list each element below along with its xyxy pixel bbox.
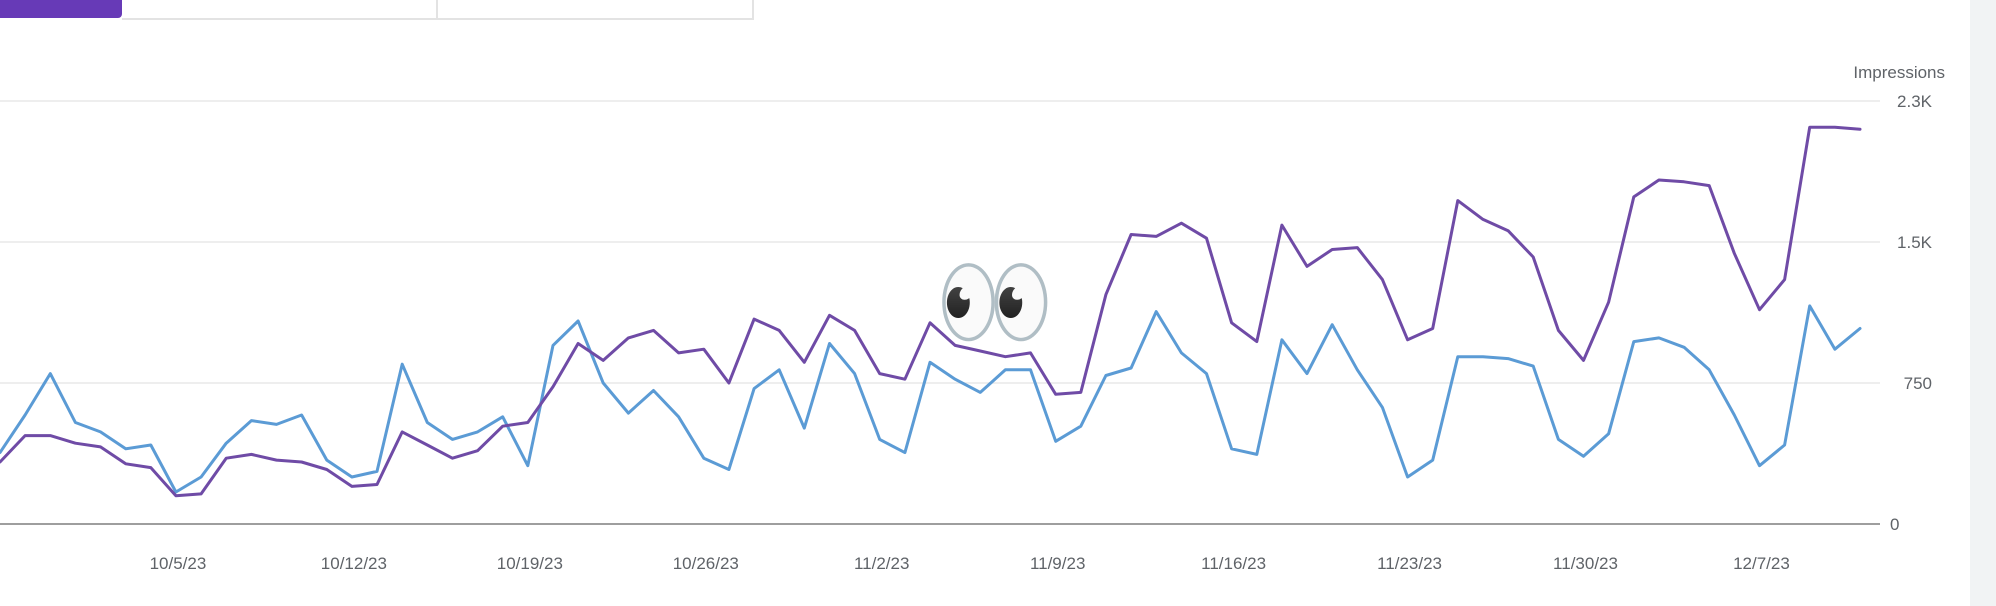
- x-tick-label: 10/12/23: [321, 554, 387, 573]
- x-axis-ticks: 10/5/23 10/12/23 10/19/23 10/26/23 11/2/23 11…: [150, 554, 1790, 573]
- x-tick-label: 11/9/23: [1030, 554, 1085, 573]
- eyes-emoji-annotation: 👀: [935, 246, 1055, 358]
- y-tick-label: 1.5K: [1897, 233, 1933, 252]
- x-tick-label: 11/16/23: [1201, 554, 1266, 573]
- series-lines: [0, 125, 1862, 498]
- x-tick-label: 11/23/23: [1377, 554, 1442, 573]
- metric-tab[interactable]: [122, 0, 438, 20]
- metric-tab-active[interactable]: [0, 0, 122, 18]
- metric-tab[interactable]: [438, 0, 754, 20]
- y-axis-ticks: 0 750 1.5K 2.3K: [1890, 92, 1933, 534]
- y-tick-label: 750: [1904, 374, 1932, 393]
- y-axis-label: Impressions: [1853, 63, 1945, 82]
- series-line-blue: [0, 304, 1862, 494]
- y-tick-label: 2.3K: [1897, 92, 1933, 111]
- x-tick-label: 10/5/23: [150, 554, 207, 573]
- x-tick-label: 11/2/23: [854, 554, 909, 573]
- metric-tabs: [0, 0, 760, 20]
- x-tick-label: 11/30/23: [1553, 554, 1618, 573]
- scrollbar-track[interactable]: [1970, 0, 1996, 606]
- series-line-purple: [0, 125, 1862, 498]
- x-tick-label: 10/26/23: [673, 554, 739, 573]
- grid-lines: [0, 100, 1880, 525]
- y-tick-label: 0: [1890, 515, 1899, 534]
- x-tick-label: 12/7/23: [1733, 554, 1790, 573]
- x-tick-label: 10/19/23: [497, 554, 563, 573]
